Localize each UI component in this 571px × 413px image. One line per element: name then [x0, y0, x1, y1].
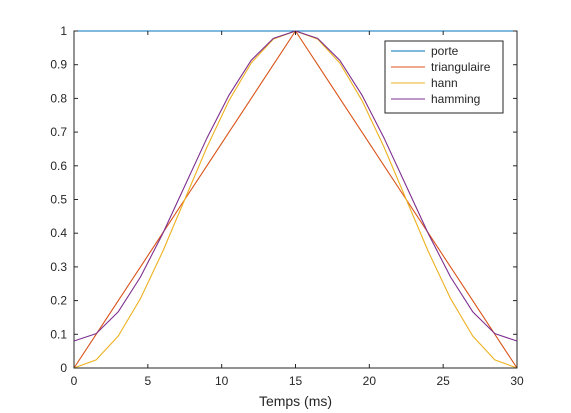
- y-tick-label: 0: [60, 361, 67, 375]
- legend-box: [384, 40, 504, 114]
- x-tick-label: 30: [510, 374, 524, 388]
- legend-label-hann: hann: [431, 76, 458, 90]
- y-tick-label: 0.6: [50, 159, 67, 173]
- y-tick-label: 0.7: [50, 125, 67, 139]
- x-tick-label: 0: [71, 374, 78, 388]
- x-tick-label: 15: [289, 374, 303, 388]
- legend: porte triangulaire hann hamming: [384, 40, 504, 114]
- x-tick-label: 20: [363, 374, 377, 388]
- legend-label-triangulaire: triangulaire: [431, 60, 491, 74]
- y-tick-label: 0.4: [50, 226, 67, 240]
- x-tick-label: 25: [436, 374, 450, 388]
- ticks-group: 0 5 10 15 20 25 30 0 0.1 0.2 0.3 0.4 0.5 0.6 0.7 0.8 0.9…: [50, 24, 524, 388]
- y-tick-label: 0.5: [50, 193, 67, 207]
- x-axis-label: Temps (ms): [259, 393, 332, 409]
- legend-label-hamming: hamming: [431, 92, 480, 106]
- x-tick-label: 5: [144, 374, 151, 388]
- y-tick-label: 0.9: [50, 58, 67, 72]
- y-tick-label: 0.2: [50, 294, 67, 308]
- y-tick-label: 1: [60, 24, 67, 38]
- y-tick-label: 0.3: [50, 260, 67, 274]
- y-tick-label: 0.8: [50, 91, 67, 105]
- legend-label-porte: porte: [431, 44, 459, 58]
- x-tick-label: 10: [215, 374, 229, 388]
- y-tick-label: 0.1: [50, 327, 67, 341]
